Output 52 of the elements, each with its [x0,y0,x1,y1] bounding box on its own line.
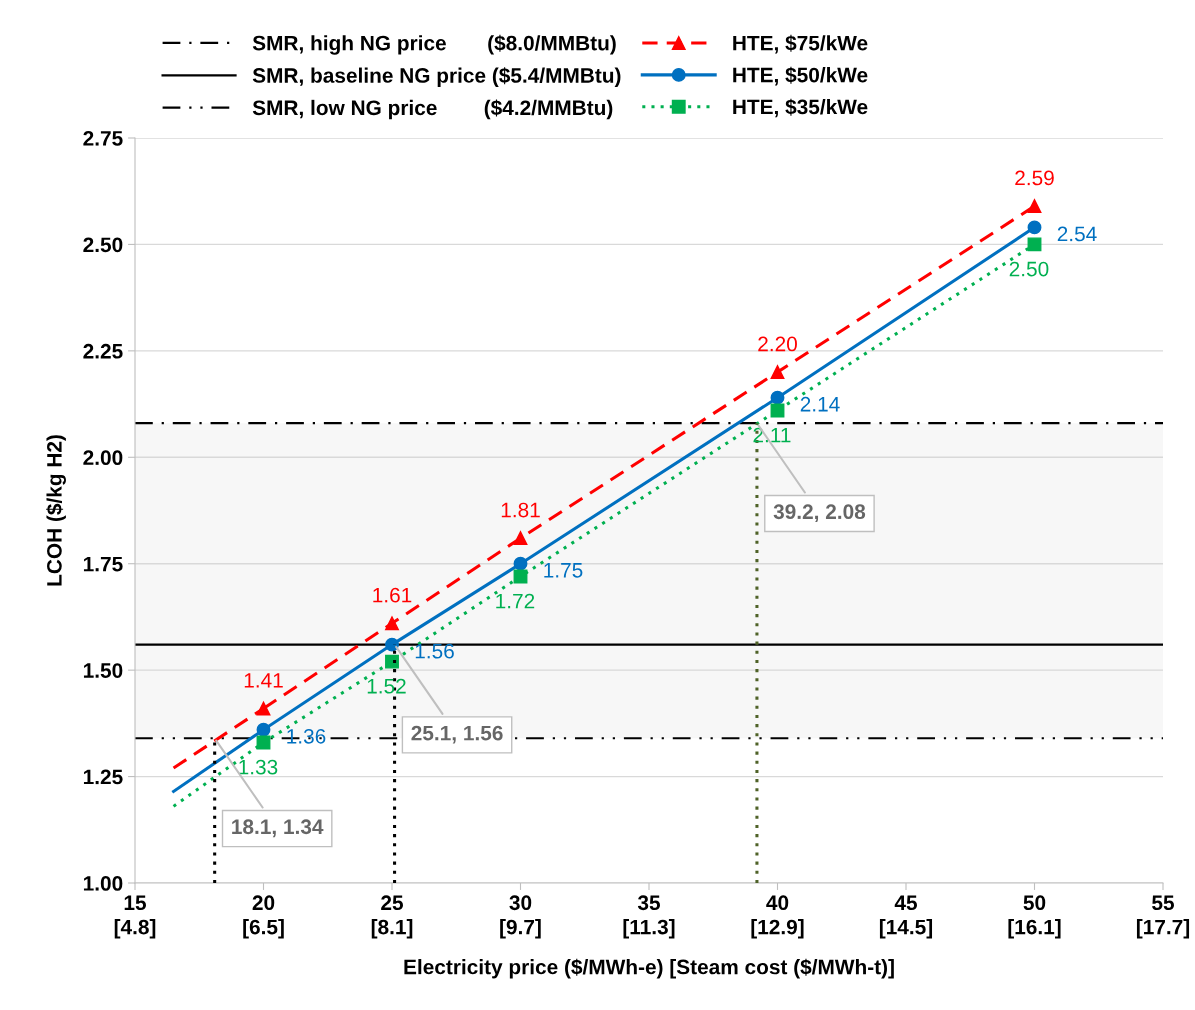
legend-label: HTE, $50/kWe [733,66,868,86]
data-label: 1.52 [367,678,406,694]
x-tick-label: 40 [766,895,789,911]
x2-tick-label: [8.1] [371,919,413,939]
data-label: 1.41 [244,673,283,688]
x2-tick-label: [11.3] [623,919,675,939]
x-tick-label: 35 [637,895,661,911]
data-label: 1.81 [501,502,540,518]
x2-tick-label: [14.5] [879,919,933,939]
data-label: 1.72 [496,593,535,609]
x-tick-label: 30 [509,895,532,911]
y-tick-label: 2.00 [83,450,123,466]
legend-label: SMR, baseline NG price ($5.4/MMBtu) [252,67,621,87]
y-tick-label: 1.00 [83,876,123,891]
data-label: 2.59 [1015,170,1054,186]
data-label: 1.33 [239,759,278,775]
annotation: 39.2, 2.08 [773,504,866,523]
y-tick-label: 1.50 [83,663,123,678]
y-axis-title: LCOH ($/kg H2) [46,435,66,586]
x-tick-label: 45 [894,895,918,911]
x-tick-label: 20 [252,895,275,911]
x2-tick-label: [12.9] [751,919,804,939]
x-tick-label: 55 [1152,895,1175,911]
data-label: 1.75 [544,563,583,578]
x2-tick-label: [9.7] [500,919,541,939]
y-tick-label: 2.50 [83,237,123,253]
x2-tick-label: [6.5] [243,919,284,939]
data-label: 2.50 [1009,261,1049,277]
x-axis-title: Electricity price ($/MWh-e) [Steam cost ($/MWh-t)] [404,958,894,979]
legend-label: SMR, high NG price ($8.0/MMBtu) [252,34,616,55]
y-tick-label: 2.25 [83,343,123,359]
annotation: 25.1, 1.56 [411,725,503,744]
data-label: 2.14 [800,396,840,412]
legend-label: SMR, low NG price ($4.2/MMBtu) [252,99,613,120]
data-label: 2.54 [1057,226,1097,242]
data-label: 1.56 [415,643,454,659]
data-label: 2.11 [753,427,791,443]
y-tick-label: 1.75 [83,556,123,572]
legend-label: HTE, $75/kWe [733,34,868,54]
x-tick-label: 15 [124,895,147,911]
x2-tick-label: [4.8] [114,919,156,939]
data-label: 1.36 [287,728,326,744]
y-tick-label: 1.25 [83,769,123,785]
annotation: 18.1, 1.34 [232,819,324,838]
x-tick-label: 50 [1023,895,1046,911]
y-tick-label: 2.75 [83,131,123,146]
x-tick-label: 25 [381,895,404,911]
data-label: 2.20 [758,336,797,352]
x2-tick-label: [17.7] [1136,919,1190,939]
legend-label: HTE, $35/kWe [733,98,868,118]
data-label: 1.61 [373,587,412,603]
x2-tick-label: [16.1] [1008,919,1061,939]
